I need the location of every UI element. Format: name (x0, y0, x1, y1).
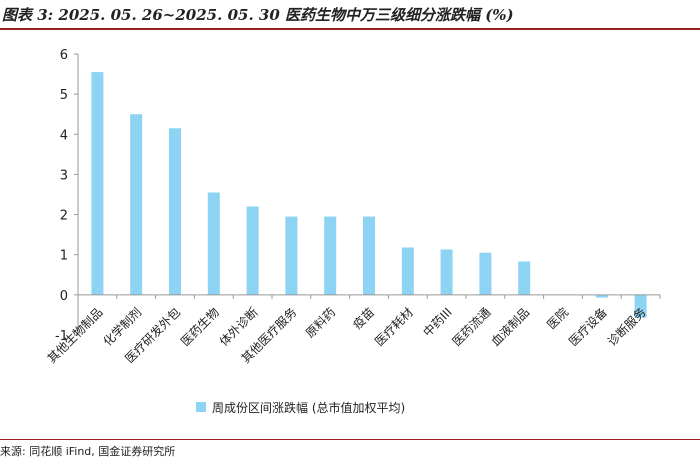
category-label: 诊断服务 (604, 304, 649, 349)
source-note: 来源: 同花顺 iFind, 国金证券研究所 (0, 445, 176, 458)
bar (363, 216, 375, 295)
y-tick-label: 3 (60, 168, 68, 183)
bar (130, 114, 143, 295)
y-tick-label: 1 (60, 249, 68, 264)
source-divider (0, 439, 700, 440)
bar (207, 192, 220, 295)
bar (169, 128, 181, 295)
bar (285, 216, 298, 295)
category-label: 疫苗 (350, 304, 378, 332)
bar (91, 72, 104, 295)
category-label: 医药生物 (178, 305, 222, 349)
y-tick-label: 4 (60, 128, 68, 143)
category-label: 医疗耗材 (372, 305, 416, 349)
y-tick-label: 2 (60, 209, 68, 224)
category-label: 中药III (420, 304, 455, 339)
bar (440, 249, 453, 295)
category-label: 其他生物制品 (45, 305, 106, 366)
bar (634, 294, 647, 318)
category-label: 医院 (544, 305, 571, 332)
zero-axis (77, 294, 661, 299)
y-tick-label: 5 (60, 88, 68, 103)
title-divider (0, 28, 700, 30)
bar (595, 294, 608, 298)
y-tick-label: 6 (60, 48, 68, 63)
category-label: 血液制品 (488, 304, 533, 349)
bar (479, 252, 492, 295)
category-labels: 其他生物制品化学制剂医疗研发外包医药生物体外诊断其他医疗服务 原料药 疫苗医疗耗材中… (45, 304, 649, 366)
category-label: 医疗设备 (566, 305, 610, 349)
category-label: 原料药 (303, 305, 338, 340)
figure-title: 图表 3: 2025. 05. 26~2025. 05. 30 医药生物中万三级… (2, 6, 514, 24)
y-tick-label: -1 (55, 329, 68, 344)
legend-swatch (196, 402, 206, 412)
bar (518, 261, 531, 295)
category-label: 医药流通 (450, 305, 494, 349)
legend: 周成份区间涨跌幅 (总市值加权平均) (196, 400, 405, 415)
y-tick-label: 0 (60, 289, 68, 304)
y-axis: -1 0 1 2 3 4 5 6 (55, 48, 79, 344)
legend-label: 周成份区间涨跌幅 (总市值加权平均) (212, 400, 405, 415)
bar (324, 216, 337, 295)
bar (401, 247, 414, 295)
bar-series (91, 72, 647, 318)
bar (246, 206, 259, 295)
